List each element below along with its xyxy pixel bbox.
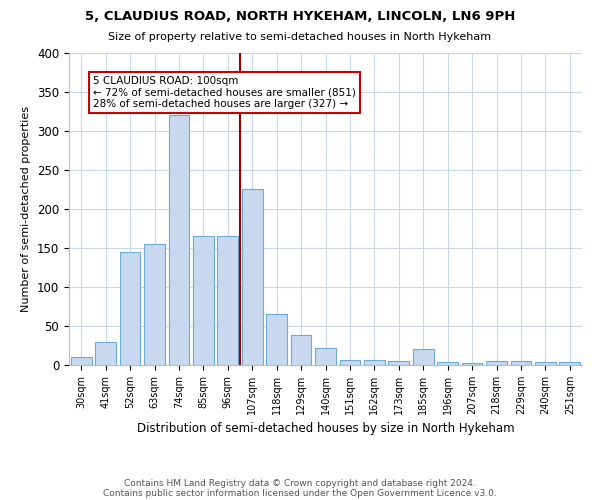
Y-axis label: Number of semi-detached properties: Number of semi-detached properties [22, 106, 31, 312]
Bar [119, 252, 140, 365]
Bar [461, 364, 482, 365]
X-axis label: Distribution of semi-detached houses by size in North Hykeham: Distribution of semi-detached houses by … [137, 422, 514, 436]
Bar [388, 361, 409, 365]
Bar [486, 361, 507, 365]
Bar [95, 342, 116, 365]
Bar [290, 336, 311, 365]
Bar [413, 350, 434, 365]
Bar [217, 236, 238, 365]
Bar [169, 115, 190, 365]
Text: Size of property relative to semi-detached houses in North Hykeham: Size of property relative to semi-detach… [109, 32, 491, 42]
Text: Contains public sector information licensed under the Open Government Licence v3: Contains public sector information licen… [103, 488, 497, 498]
Bar [144, 244, 165, 365]
Bar [242, 189, 263, 365]
Text: Contains HM Land Registry data © Crown copyright and database right 2024.: Contains HM Land Registry data © Crown c… [124, 478, 476, 488]
Bar [315, 348, 336, 365]
Bar [559, 362, 580, 365]
Bar [364, 360, 385, 365]
Bar [340, 360, 361, 365]
Bar [71, 357, 92, 365]
Bar [437, 362, 458, 365]
Text: 5 CLAUDIUS ROAD: 100sqm
← 72% of semi-detached houses are smaller (851)
28% of s: 5 CLAUDIUS ROAD: 100sqm ← 72% of semi-de… [94, 76, 356, 109]
Bar [193, 236, 214, 365]
Text: 5, CLAUDIUS ROAD, NORTH HYKEHAM, LINCOLN, LN6 9PH: 5, CLAUDIUS ROAD, NORTH HYKEHAM, LINCOLN… [85, 10, 515, 23]
Bar [511, 361, 532, 365]
Bar [266, 314, 287, 365]
Bar [535, 362, 556, 365]
